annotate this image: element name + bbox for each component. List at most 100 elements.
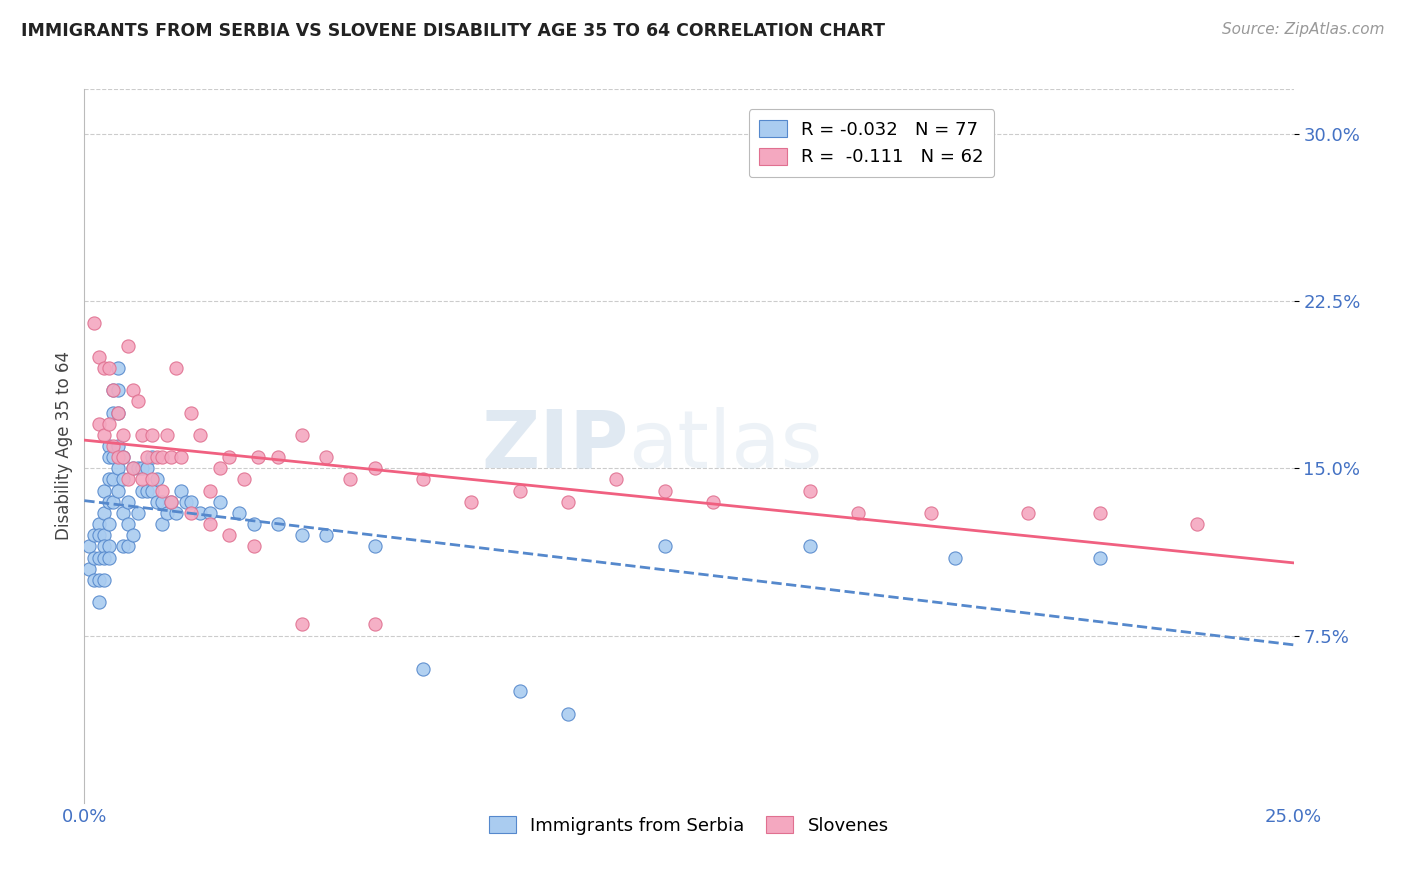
Point: [557, 494, 579, 508]
Point: [117, 473, 139, 487]
Point: [117, 539, 139, 553]
Point: [291, 617, 314, 632]
Point: [228, 506, 250, 520]
Point: [291, 427, 314, 442]
Point: [141, 473, 163, 487]
Point: [165, 360, 187, 375]
Point: [107, 461, 129, 475]
Point: [509, 684, 531, 698]
Point: [146, 494, 169, 508]
Point: [654, 539, 676, 553]
Point: [233, 473, 256, 487]
Point: [87, 550, 110, 565]
Point: [190, 506, 212, 520]
Point: [112, 506, 135, 520]
Point: [131, 473, 153, 487]
Point: [605, 473, 627, 487]
Point: [315, 450, 337, 464]
Text: Source: ZipAtlas.com: Source: ZipAtlas.com: [1222, 22, 1385, 37]
Point: [180, 506, 202, 520]
Point: [121, 384, 143, 398]
Point: [97, 550, 120, 565]
Y-axis label: Disability Age 35 to 64: Disability Age 35 to 64: [55, 351, 73, 541]
Point: [1088, 550, 1111, 565]
Point: [97, 450, 120, 464]
Point: [87, 417, 110, 431]
Point: [87, 573, 110, 587]
Point: [943, 550, 966, 565]
Point: [315, 528, 337, 542]
Point: [146, 473, 169, 487]
Point: [218, 528, 240, 542]
Point: [83, 316, 105, 330]
Point: [93, 506, 115, 520]
Point: [198, 516, 221, 531]
Point: [170, 483, 193, 498]
Point: [93, 528, 115, 542]
Point: [150, 450, 173, 464]
Point: [291, 528, 314, 542]
Point: [87, 516, 110, 531]
Point: [180, 405, 202, 419]
Point: [103, 450, 125, 464]
Point: [146, 450, 169, 464]
Point: [93, 483, 115, 498]
Point: [127, 461, 149, 475]
Point: [150, 483, 173, 498]
Point: [165, 506, 187, 520]
Point: [150, 516, 173, 531]
Point: [112, 427, 135, 442]
Point: [180, 494, 202, 508]
Point: [247, 450, 270, 464]
Point: [97, 516, 120, 531]
Point: [218, 450, 240, 464]
Point: [136, 461, 159, 475]
Point: [107, 360, 129, 375]
Point: [509, 483, 531, 498]
Point: [127, 506, 149, 520]
Point: [160, 494, 183, 508]
Point: [198, 506, 221, 520]
Point: [1088, 506, 1111, 520]
Point: [112, 450, 135, 464]
Point: [136, 483, 159, 498]
Point: [127, 394, 149, 409]
Point: [160, 450, 183, 464]
Point: [97, 360, 120, 375]
Point: [131, 461, 153, 475]
Point: [131, 427, 153, 442]
Point: [267, 516, 290, 531]
Point: [83, 550, 105, 565]
Point: [103, 405, 125, 419]
Point: [107, 384, 129, 398]
Point: [117, 494, 139, 508]
Point: [117, 338, 139, 352]
Text: ZIP: ZIP: [481, 407, 628, 485]
Point: [141, 483, 163, 498]
Point: [799, 539, 821, 553]
Point: [117, 516, 139, 531]
Point: [97, 439, 120, 453]
Point: [77, 539, 100, 553]
Point: [87, 595, 110, 609]
Point: [141, 450, 163, 464]
Point: [93, 573, 115, 587]
Point: [107, 405, 129, 419]
Point: [799, 483, 821, 498]
Point: [97, 494, 120, 508]
Point: [141, 427, 163, 442]
Point: [363, 539, 385, 553]
Point: [155, 427, 177, 442]
Point: [1185, 516, 1208, 531]
Text: atlas: atlas: [628, 407, 823, 485]
Point: [412, 662, 434, 676]
Point: [654, 483, 676, 498]
Point: [242, 539, 264, 553]
Point: [170, 450, 193, 464]
Point: [107, 439, 129, 453]
Point: [1017, 506, 1039, 520]
Point: [83, 528, 105, 542]
Point: [93, 550, 115, 565]
Point: [267, 450, 290, 464]
Point: [846, 506, 869, 520]
